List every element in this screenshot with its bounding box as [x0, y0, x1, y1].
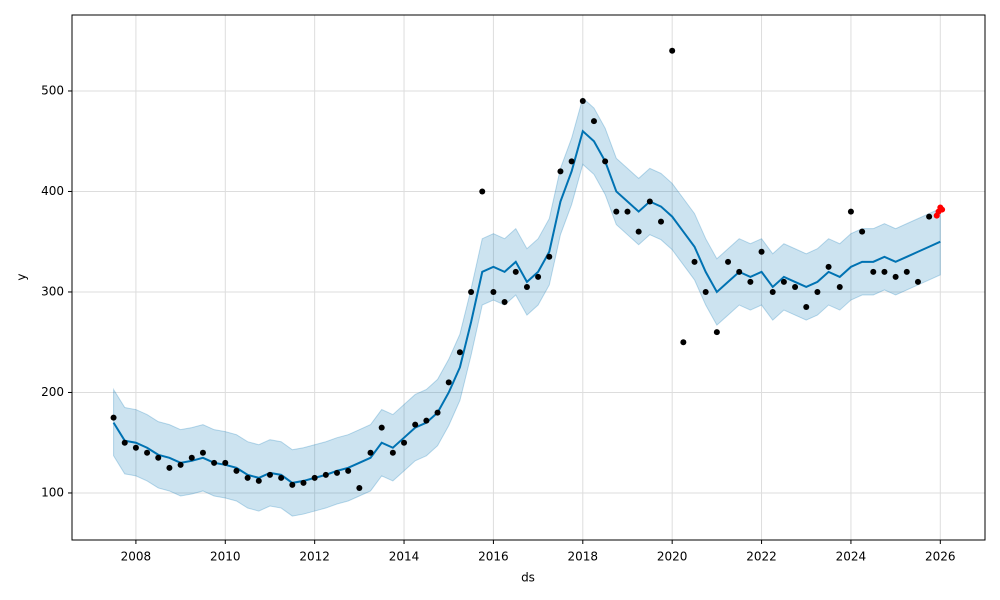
observation-point [758, 248, 765, 255]
x-axis-label: ds [521, 571, 535, 585]
observation-point [121, 439, 128, 446]
plot-layer [72, 15, 985, 540]
observation-point [725, 258, 732, 265]
observation-point [412, 421, 419, 428]
x-tick-label: 2020 [657, 550, 688, 564]
observation-point [322, 471, 329, 478]
uncertainty-band [113, 97, 941, 517]
observation-point [334, 469, 341, 476]
x-tick-label: 2016 [478, 550, 509, 564]
observation-point [177, 461, 184, 468]
observation-point [378, 424, 385, 431]
x-tick-label: 2018 [568, 550, 599, 564]
observation-point [847, 208, 854, 215]
observation-point [870, 268, 877, 275]
observation-point [244, 474, 251, 481]
observation-point [602, 158, 609, 165]
observation-point [188, 454, 195, 461]
observation-point [939, 206, 946, 213]
observation-point [903, 268, 910, 275]
observation-point [311, 474, 318, 481]
x-tick-label: 2024 [836, 550, 867, 564]
observation-point [523, 283, 530, 290]
observation-point [535, 273, 542, 280]
observation-point [512, 268, 519, 275]
observation-point [479, 188, 486, 195]
observation-point [736, 268, 743, 275]
observation-point [132, 444, 139, 451]
observation-point [825, 263, 832, 270]
observation-point [568, 158, 575, 165]
x-tick-label: 2012 [299, 550, 330, 564]
x-tick-label: 2008 [121, 550, 152, 564]
y-tick-label: 100 [41, 485, 64, 499]
observation-point [635, 228, 642, 235]
observation-point [702, 288, 709, 295]
y-tick-label: 300 [41, 284, 64, 298]
observation-point [713, 329, 720, 336]
observation-point [289, 481, 296, 488]
observation-point [255, 477, 262, 484]
y-tick-label: 200 [41, 385, 64, 399]
y-tick-label: 500 [41, 83, 64, 97]
observation-point [557, 168, 564, 175]
observation-point [233, 467, 240, 474]
forecast-line [112, 129, 941, 484]
x-tick-label: 2014 [389, 550, 420, 564]
observation-point [434, 409, 441, 416]
observation-point [166, 464, 173, 471]
observation-point [579, 98, 586, 105]
observation-point [669, 47, 676, 54]
observation-point [814, 288, 821, 295]
observation-point [456, 349, 463, 356]
observation-point [468, 288, 475, 295]
observation-point [624, 208, 631, 215]
observation-point [658, 218, 665, 225]
observation-point [747, 278, 754, 285]
observation-point [691, 258, 698, 265]
observation-point [914, 278, 921, 285]
x-tick-label: 2026 [925, 550, 956, 564]
observation-point [222, 459, 229, 466]
observation-point [881, 268, 888, 275]
observation-point [389, 449, 396, 456]
observation-point [445, 379, 452, 386]
observation-point [490, 288, 497, 295]
observation-point [345, 467, 352, 474]
observation-point [278, 474, 285, 481]
observation-point [110, 414, 117, 421]
observation-point [155, 454, 162, 461]
observation-point [356, 484, 363, 491]
observation-point [646, 198, 653, 205]
y-tick-label: 400 [41, 184, 64, 198]
observation-point [836, 283, 843, 290]
observation-point [892, 273, 899, 280]
observation-point [211, 459, 218, 466]
x-tick-label: 2022 [746, 550, 777, 564]
plot-frame [71, 14, 986, 541]
observation-point [859, 228, 866, 235]
y-axis-label: y [15, 273, 29, 280]
observation-point [266, 471, 273, 478]
observation-point [401, 439, 408, 446]
observation-point [926, 213, 933, 220]
observation-point [144, 449, 151, 456]
observation-point [501, 299, 508, 306]
observation-point [780, 278, 787, 285]
observation-point [367, 449, 374, 456]
observation-point [300, 479, 307, 486]
observation-point [590, 118, 597, 125]
observation-point [680, 339, 687, 346]
observation-point [769, 288, 776, 295]
observation-point [423, 417, 430, 424]
observation-point [546, 253, 553, 260]
observation-point [803, 304, 810, 311]
x-tick-label: 2010 [210, 550, 241, 564]
observation-point [199, 449, 206, 456]
observation-point [792, 283, 799, 290]
observation-point [613, 208, 620, 215]
